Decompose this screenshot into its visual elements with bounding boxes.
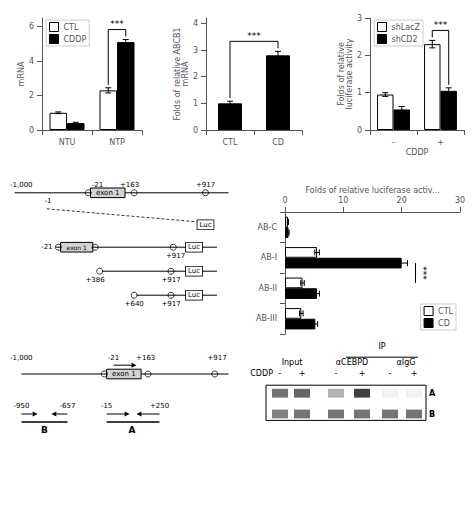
svg-text:-: -	[392, 138, 395, 147]
svg-text:+917: +917	[196, 181, 215, 189]
svg-text:1: 1	[357, 88, 362, 97]
svg-text:shLacZ: shLacZ	[392, 23, 421, 32]
svg-text:+250: +250	[150, 402, 169, 410]
svg-text:A: A	[429, 389, 436, 398]
svg-text:Input: Input	[282, 358, 303, 367]
svg-text:CDDP: CDDP	[250, 369, 273, 378]
svg-text:+: +	[299, 369, 306, 378]
svg-text:1: 1	[193, 99, 198, 108]
svg-text:luciferase activity: luciferase activity	[345, 38, 354, 109]
svg-text:-: -	[389, 369, 392, 378]
svg-text:2: 2	[357, 51, 362, 60]
svg-text:CDDP: CDDP	[64, 35, 87, 44]
svg-text:0: 0	[193, 126, 198, 135]
svg-text:mRNA: mRNA	[181, 61, 190, 86]
svg-text:-1: -1	[45, 197, 52, 205]
svg-text:30: 30	[455, 196, 465, 205]
svg-text:B: B	[429, 410, 435, 419]
svg-text:-21: -21	[108, 354, 119, 362]
svg-text:NTP: NTP	[109, 138, 125, 147]
svg-text:+640: +640	[125, 300, 144, 308]
svg-text:exon 1: exon 1	[112, 370, 136, 378]
svg-text:+: +	[411, 369, 418, 378]
svg-text:2: 2	[29, 91, 34, 100]
svg-text:Luc: Luc	[188, 267, 200, 275]
svg-text:IP: IP	[378, 342, 385, 351]
svg-text:***: ***	[247, 31, 261, 41]
svg-text:AB-II: AB-II	[258, 284, 277, 293]
svg-text:Folds of relative ABCB1: Folds of relative ABCB1	[172, 27, 182, 121]
svg-text:Luc: Luc	[188, 291, 200, 299]
svg-text:-21: -21	[92, 181, 103, 189]
svg-text:+: +	[359, 369, 366, 378]
svg-text:CD: CD	[438, 319, 450, 328]
svg-text:4: 4	[193, 19, 198, 28]
svg-text:20: 20	[397, 196, 407, 205]
svg-text:0: 0	[282, 196, 287, 205]
svg-text:-950: -950	[14, 402, 30, 410]
svg-text:mRNA: mRNA	[17, 61, 26, 86]
svg-text:+917: +917	[207, 354, 226, 362]
svg-text:B: B	[41, 425, 48, 435]
svg-text:-15: -15	[101, 402, 112, 410]
svg-text:***: ***	[434, 20, 448, 30]
svg-text:-: -	[279, 369, 282, 378]
svg-text:-21: -21	[41, 243, 52, 251]
svg-text:AB-I: AB-I	[261, 253, 277, 262]
svg-text:Folds of relative: Folds of relative	[336, 42, 346, 106]
svg-text:AB-C: AB-C	[258, 223, 278, 232]
svg-text:CTL: CTL	[438, 307, 453, 316]
svg-text:+386: +386	[85, 276, 105, 284]
svg-text:6: 6	[29, 22, 34, 31]
svg-text:Luc: Luc	[199, 221, 211, 229]
svg-text:A: A	[128, 425, 135, 435]
svg-text:exon 1: exon 1	[67, 244, 87, 251]
svg-text:4: 4	[29, 57, 34, 66]
svg-text:Folds of relative luciferase a: Folds of relative luciferase activ...	[305, 186, 439, 195]
svg-text:CTL: CTL	[64, 23, 79, 32]
svg-text:CD: CD	[272, 138, 284, 147]
svg-text:CTL: CTL	[223, 138, 238, 147]
svg-text:-657: -657	[60, 402, 76, 410]
svg-text:***: ***	[418, 266, 428, 280]
svg-text:10: 10	[338, 196, 348, 205]
svg-text:3: 3	[357, 14, 362, 23]
svg-text:+917: +917	[161, 300, 180, 308]
svg-text:Luc: Luc	[188, 243, 200, 251]
svg-text:αIgG: αIgG	[397, 358, 416, 367]
svg-text:exon 1: exon 1	[96, 189, 120, 197]
svg-text:-1,000: -1,000	[10, 354, 33, 362]
svg-text:3: 3	[193, 46, 198, 55]
svg-text:2: 2	[193, 72, 198, 81]
svg-text:+: +	[437, 138, 444, 147]
svg-text:+917: +917	[166, 252, 185, 260]
svg-text:+917: +917	[161, 276, 180, 284]
svg-text:-1,000: -1,000	[10, 181, 33, 189]
svg-text:0: 0	[357, 126, 362, 135]
svg-text:-: -	[335, 369, 338, 378]
svg-text:+163: +163	[136, 354, 155, 362]
svg-text:0: 0	[29, 126, 34, 135]
svg-text:shCD2: shCD2	[392, 35, 418, 44]
svg-text:CDDP: CDDP	[406, 148, 429, 157]
svg-text:+163: +163	[120, 181, 139, 189]
svg-text:NTU: NTU	[59, 138, 76, 147]
svg-text:***: ***	[110, 19, 124, 29]
svg-text:αCEBPD: αCEBPD	[336, 358, 368, 367]
svg-text:AB-III: AB-III	[256, 314, 277, 323]
